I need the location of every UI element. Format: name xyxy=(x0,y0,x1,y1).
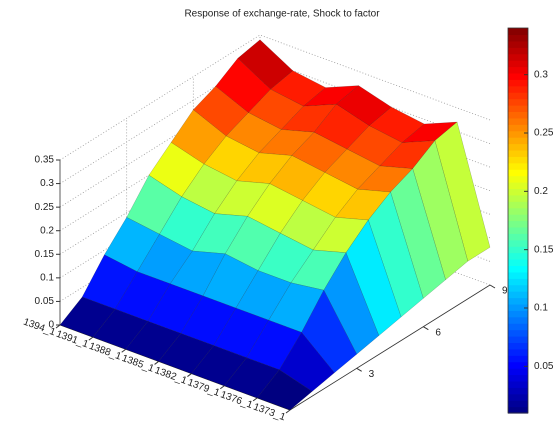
colorbar-slice xyxy=(508,60,528,67)
y-tick-label: 6 xyxy=(435,327,441,338)
z-tick-label: 0.25 xyxy=(35,202,55,213)
colorbar-slice xyxy=(508,349,528,356)
colorbar-slice xyxy=(508,111,528,118)
colorbar-slice xyxy=(508,105,528,112)
colorbar-slice xyxy=(508,41,528,48)
colorbar-tick-label: 0.3 xyxy=(534,69,548,80)
colorbar-slice xyxy=(508,381,528,388)
colorbar-slice xyxy=(508,285,528,292)
colorbar-slice xyxy=(508,144,528,151)
colorbar-slice xyxy=(508,169,528,176)
colorbar-slice xyxy=(508,34,528,41)
colorbar-slice xyxy=(508,310,528,317)
colorbar-slice xyxy=(508,368,528,375)
colorbar-slice xyxy=(508,342,528,349)
chart: Response of exchange-rate, Shock to fact… xyxy=(0,0,558,448)
colorbar-slice xyxy=(508,336,528,343)
colorbar-slice xyxy=(508,99,528,106)
colorbar-slice xyxy=(508,195,528,202)
colorbar-slice xyxy=(508,298,528,305)
colorbar-slice xyxy=(508,227,528,234)
colorbar-slice xyxy=(508,214,528,221)
colorbar-slice xyxy=(508,124,528,131)
y-tick-label: 9 xyxy=(502,286,508,297)
colorbar-slice xyxy=(508,182,528,189)
z-tick-label: 0.2 xyxy=(40,225,54,236)
colorbar-slice xyxy=(508,240,528,247)
colorbar-slice xyxy=(508,150,528,157)
colorbar-slice xyxy=(508,407,528,414)
colorbar-slice xyxy=(508,92,528,99)
colorbar-slice xyxy=(508,272,528,279)
colorbar-slice xyxy=(508,156,528,163)
colorbar-slice xyxy=(508,317,528,324)
colorbar-slice xyxy=(508,131,528,138)
colorbar-slice xyxy=(508,54,528,61)
colorbar-slice xyxy=(508,28,528,35)
colorbar-slice xyxy=(508,67,528,74)
colorbar-slice xyxy=(508,86,528,93)
colorbar-slice xyxy=(508,259,528,266)
z-tick-label: 0.05 xyxy=(35,296,55,307)
colorbar-tick-label: 0.05 xyxy=(534,361,554,372)
colorbar-slice xyxy=(508,176,528,183)
colorbar-slice xyxy=(508,188,528,195)
y-tick-label: 3 xyxy=(369,369,375,380)
y-tick xyxy=(490,285,495,288)
colorbar-slice xyxy=(508,201,528,208)
colorbar-slice xyxy=(508,221,528,228)
colorbar-slice xyxy=(508,208,528,215)
colorbar-slice xyxy=(508,233,528,240)
colorbar-slice xyxy=(508,323,528,330)
colorbar-slice xyxy=(508,304,528,311)
y-tick xyxy=(357,368,362,371)
colorbar-slice xyxy=(508,387,528,394)
colorbar-slice xyxy=(508,79,528,86)
chart-title: Response of exchange-rate, Shock to fact… xyxy=(184,9,380,20)
colorbar-slice xyxy=(508,375,528,382)
colorbar-slice xyxy=(508,253,528,260)
y-tick xyxy=(423,327,428,330)
colorbar-slice xyxy=(508,265,528,272)
colorbar-tick-label: 0.1 xyxy=(534,303,548,314)
colorbar-slice xyxy=(508,355,528,362)
colorbar-slice xyxy=(508,278,528,285)
z-tick-label: 0.15 xyxy=(35,249,55,260)
z-tick-label: 0.3 xyxy=(40,178,54,189)
colorbar-slice xyxy=(508,291,528,298)
colorbar-tick-label: 0.25 xyxy=(534,128,554,139)
colorbar-slice xyxy=(508,118,528,125)
colorbar-slice xyxy=(508,394,528,401)
colorbar-tick-label: 0.2 xyxy=(534,186,548,197)
colorbar-slice xyxy=(508,400,528,407)
colorbar-slice xyxy=(508,163,528,170)
colorbar-slice xyxy=(508,330,528,337)
colorbar-slice xyxy=(508,73,528,80)
colorbar-slice xyxy=(508,47,528,54)
z-tick-label: 0.35 xyxy=(35,155,55,166)
z-tick-label: 0.1 xyxy=(40,272,54,283)
colorbar-slice xyxy=(508,362,528,369)
colorbar-tick-label: 0.15 xyxy=(534,244,554,255)
colorbar-slice xyxy=(508,137,528,144)
page: Response of exchange-rate, Shock to fact… xyxy=(0,0,558,448)
